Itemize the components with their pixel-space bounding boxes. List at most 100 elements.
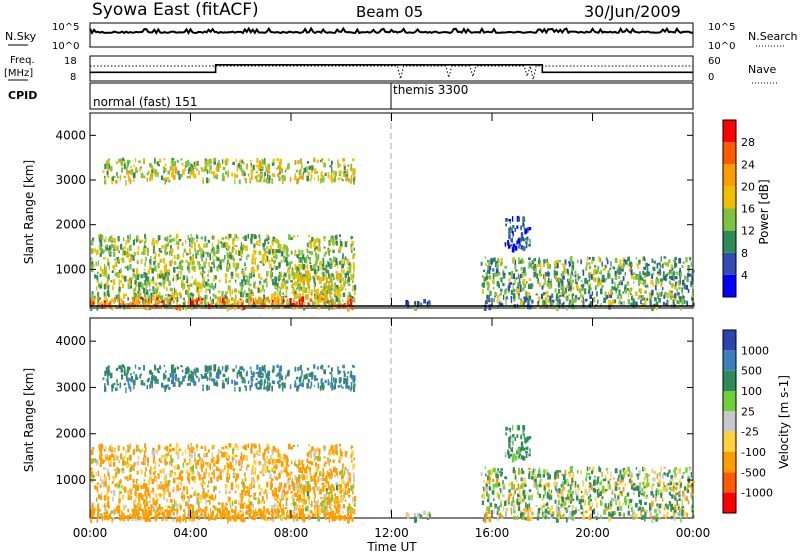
power-echo-cell (302, 254, 305, 260)
velocity-echo-cell (144, 482, 146, 488)
power-echo-cell (166, 177, 169, 180)
velocity-echo-cell (175, 517, 179, 523)
power-echo-cell (137, 293, 139, 297)
velocity-echo-cell (283, 453, 286, 459)
velocity-echo-cell (240, 514, 242, 520)
velocity-echo-cell (124, 505, 128, 508)
velocity-echo-cell (146, 379, 149, 383)
power-echo-cell (525, 242, 528, 249)
velocity-echo-cell (284, 483, 287, 488)
power-echo-cell (279, 288, 281, 293)
velocity-echo-cell (167, 452, 169, 456)
velocity-echo-cell (108, 474, 110, 480)
power-echo-cell (487, 282, 490, 288)
power-echo-cell (107, 261, 110, 266)
velocity-echo-cell (117, 505, 121, 512)
velocity-echo-cell (228, 443, 232, 448)
velocity-echo-cell (284, 517, 287, 521)
power-echo-cell (636, 262, 638, 267)
power-echo-cell (293, 294, 296, 299)
power-echo-cell (329, 258, 332, 261)
velocity-echo-cell (155, 493, 158, 498)
power-echo-cell (232, 242, 235, 248)
power-echo-cell (670, 290, 673, 294)
power-echo-cell (257, 179, 260, 183)
power-echo-cell (340, 278, 343, 283)
velocity-echo-cell (184, 375, 187, 379)
power-echo-cell (106, 174, 109, 179)
power-echo-cell (336, 273, 338, 280)
velocity-echo-cell (162, 490, 166, 496)
velocity-echo-cell (307, 514, 310, 517)
power-echo-cell (266, 246, 269, 250)
power-echo-cell (96, 249, 99, 255)
power-echo-cell (332, 239, 335, 245)
power-echo-cell (132, 255, 135, 261)
power-echo-cell (135, 274, 138, 280)
velocity-echo-cell (257, 499, 260, 505)
power-echo-cell (267, 173, 269, 179)
power-echo-cell (250, 297, 252, 303)
velocity-echo-cell (287, 472, 290, 476)
power-echo-cell (343, 281, 345, 288)
power-echo-cell (180, 264, 182, 269)
velocity-echo-cell (230, 503, 232, 509)
power-echo-cell (250, 233, 254, 240)
power-echo-cell (130, 169, 134, 173)
power-echo-cell (350, 174, 353, 178)
velocity-echo-cell (210, 494, 214, 500)
power-echo-cell (133, 294, 136, 298)
velocity-echo-cell (173, 465, 176, 470)
cpid-label: CPID (8, 89, 37, 102)
power-echo-cell (630, 265, 633, 269)
power-echo-cell (266, 250, 268, 254)
power-echo-cell (191, 237, 194, 242)
power-echo-cell (172, 278, 174, 282)
power-echo-cell (138, 285, 141, 291)
power-echo-cell (197, 286, 199, 292)
power-echo-cell (208, 170, 211, 174)
velocity-echo-cell (253, 459, 256, 464)
velocity-echo-cell (258, 460, 261, 465)
power-echo-cell (557, 299, 559, 304)
power-echo-cell (123, 176, 126, 179)
velocity-echo-cell (352, 463, 356, 466)
power-echo-cell (240, 250, 243, 256)
power-echo-cell (143, 301, 146, 308)
velocity-echo-cell (103, 474, 106, 477)
power-echo-cell (524, 305, 527, 309)
power-echo-cell (186, 252, 189, 256)
power-echo-cell (296, 281, 299, 286)
power-echo-cell (234, 279, 237, 283)
power-echo-cell (173, 275, 175, 280)
power-echo-cell (292, 298, 295, 302)
velocity-echo-cell (323, 456, 326, 459)
velocity-echo-cell (236, 372, 238, 378)
power-echo-cell (336, 289, 339, 292)
power-echo-cell (531, 260, 534, 265)
power-echo-cell (230, 271, 234, 277)
power-echo-cell (682, 296, 685, 299)
velocity-echo-cell (106, 377, 109, 383)
velocity-echo-cell (266, 509, 269, 512)
power-echo-cell (483, 275, 485, 281)
velocity-echo-cell (144, 450, 146, 456)
velocity-echo-cell (178, 475, 182, 480)
power-echo-cell (243, 276, 245, 282)
power-echo-cell (568, 281, 570, 286)
power-echo-cell (673, 276, 675, 281)
velocity-echo-cell (248, 498, 250, 503)
power-echo-cell (105, 246, 108, 251)
power-echo-cell (339, 238, 342, 243)
power-echo-cell (265, 238, 268, 242)
power-echo-cell (283, 244, 286, 249)
velocity-echo-cell (227, 469, 230, 474)
velocity-echo-cell (182, 462, 185, 468)
power-echo-cell (565, 297, 567, 301)
power-echo-cell (291, 272, 294, 277)
power-echo-cell (587, 262, 591, 265)
power-echo-cell (150, 279, 153, 283)
power-echo-cell (614, 270, 617, 276)
power-echo-cell (129, 263, 132, 270)
power-echo-cell (201, 272, 204, 279)
